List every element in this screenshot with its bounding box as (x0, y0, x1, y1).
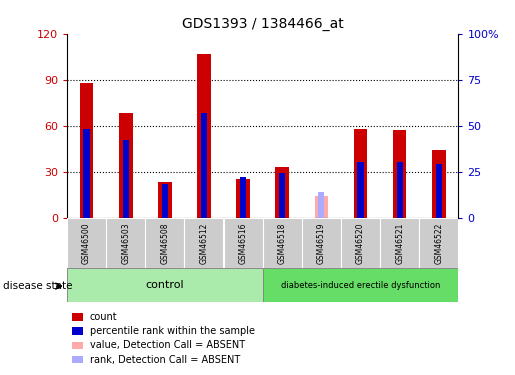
Text: GSM46518: GSM46518 (278, 222, 287, 264)
Bar (123, 140, 129, 218)
Bar (393, 130, 406, 218)
Bar (276, 167, 289, 218)
Bar (67, 218, 106, 268)
Text: diabetes-induced erectile dysfunction: diabetes-induced erectile dysfunction (281, 280, 440, 290)
Text: GSM46508: GSM46508 (160, 222, 169, 264)
Text: disease state: disease state (3, 281, 72, 291)
Bar (315, 196, 328, 217)
Bar (158, 182, 171, 218)
Bar (184, 218, 224, 268)
Text: count: count (90, 312, 117, 322)
Text: rank, Detection Call = ABSENT: rank, Detection Call = ABSENT (90, 355, 240, 364)
Bar (67, 268, 263, 302)
Bar (240, 177, 246, 218)
Text: GSM46503: GSM46503 (121, 222, 130, 264)
Text: control: control (146, 280, 184, 290)
Title: GDS1393 / 1384466_at: GDS1393 / 1384466_at (182, 17, 344, 32)
Bar (419, 218, 458, 268)
Bar (236, 179, 250, 218)
Bar (279, 173, 285, 217)
Text: GSM46519: GSM46519 (317, 222, 326, 264)
Bar (357, 162, 364, 218)
Bar (302, 218, 341, 268)
Bar (224, 218, 263, 268)
Bar (263, 268, 458, 302)
Bar (380, 218, 419, 268)
Bar (106, 218, 145, 268)
Bar (436, 164, 442, 218)
Bar (432, 150, 445, 217)
Bar (397, 162, 403, 218)
Bar (341, 218, 380, 268)
Text: GSM46512: GSM46512 (199, 222, 209, 264)
Bar (162, 184, 168, 218)
Text: value, Detection Call = ABSENT: value, Detection Call = ABSENT (90, 340, 245, 350)
Bar (354, 129, 367, 217)
Bar (119, 113, 132, 218)
Bar (80, 83, 93, 218)
Text: GSM46516: GSM46516 (238, 222, 248, 264)
Bar (197, 54, 211, 217)
Bar (318, 192, 324, 217)
Text: GSM46500: GSM46500 (82, 222, 91, 264)
Bar (263, 218, 302, 268)
Text: GSM46522: GSM46522 (434, 222, 443, 264)
Text: GSM46520: GSM46520 (356, 222, 365, 264)
Bar (201, 113, 207, 218)
Bar (83, 129, 90, 218)
Bar (145, 218, 184, 268)
Text: percentile rank within the sample: percentile rank within the sample (90, 326, 254, 336)
Text: GSM46521: GSM46521 (395, 222, 404, 264)
